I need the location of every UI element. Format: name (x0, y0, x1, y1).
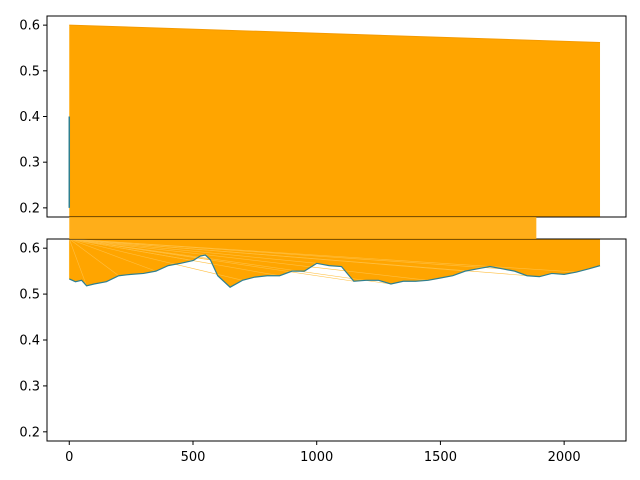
lower-axes-ticks: 0.2 0.3 0.4 0.5 0.6 0 500 1000 1500 2000 (19, 242, 580, 465)
fan-line (69, 238, 317, 264)
lower-series-line (69, 254, 601, 288)
fan-line (69, 238, 540, 277)
upper-axes: 0.2 0.3 0.4 0.5 0.6 (19, 15, 627, 218)
lower-axes-data (68, 238, 601, 288)
xtick-label: 1000 (300, 450, 333, 465)
xtick-label: 500 (181, 450, 206, 465)
gap-fill (69, 217, 537, 239)
upper-edge-line (69, 24, 601, 43)
overflow-fill (69, 217, 537, 239)
xtick-label: 0 (65, 450, 73, 465)
upper-axes-data (68, 24, 601, 217)
ytick-label: 0.3 (19, 379, 40, 394)
lower-fill-area (69, 239, 601, 288)
ytick-label: 0.3 (19, 156, 40, 171)
ytick-label: 0.4 (19, 334, 40, 349)
fan-line (69, 238, 280, 277)
fan-line (69, 238, 119, 276)
ytick-label: 0.5 (19, 288, 40, 303)
fan-line (69, 238, 429, 281)
ytick-label: 0.4 (19, 110, 40, 125)
xtick-label: 1500 (424, 450, 457, 465)
ytick-label: 0.2 (19, 201, 40, 216)
fan-line (69, 238, 391, 285)
fan-line (69, 238, 156, 272)
ytick-label: 0.2 (19, 425, 40, 440)
fan-line (69, 238, 243, 281)
fan-line (69, 238, 354, 282)
ytick-label: 0.5 (19, 64, 40, 79)
upper-fill-wedge (69, 25, 601, 217)
ytick-label: 0.6 (19, 19, 40, 34)
ytick-label: 0.6 (19, 242, 40, 257)
upper-axes-ticks: 0.2 0.3 0.4 0.5 0.6 (19, 19, 47, 216)
lower-axes: 0.2 0.3 0.4 0.5 0.6 0 500 1000 1500 2000 (19, 238, 627, 465)
fan-line (68, 238, 87, 286)
xtick-label: 2000 (548, 450, 581, 465)
